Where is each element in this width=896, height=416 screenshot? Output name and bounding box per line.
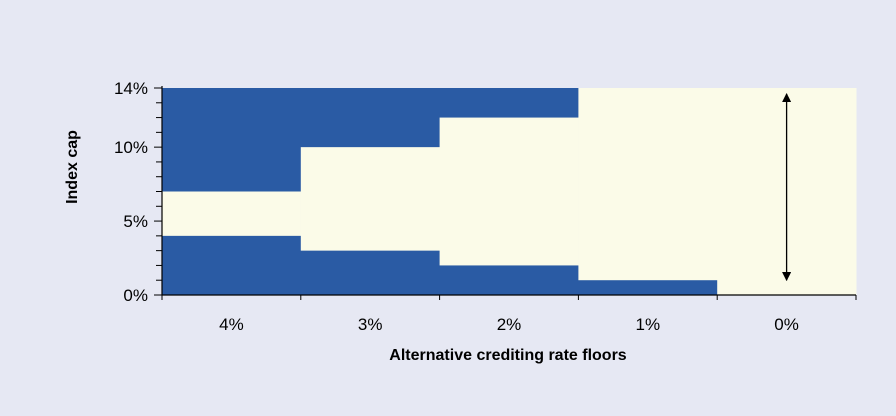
x-tick-label: 2% — [497, 315, 522, 334]
y-tick-label: 5% — [123, 212, 148, 231]
x-axis-label: Alternative crediting rate floors — [389, 347, 626, 364]
x-tick-label: 3% — [358, 315, 383, 334]
y-axis-label: Index cap — [64, 130, 81, 204]
region-4pct — [162, 191, 302, 236]
x-tick-label: 1% — [636, 315, 661, 334]
y-tick-label: 10% — [114, 138, 148, 157]
x-tick-label: 4% — [219, 315, 244, 334]
region-3pct — [300, 147, 441, 251]
plot-area — [162, 88, 857, 295]
region-2pct — [439, 117, 579, 266]
x-tick-label: 0% — [774, 315, 799, 334]
y-tick-label: 0% — [123, 286, 148, 305]
axes: 0% 5% 10% 14% 4% 3% 2% 1% 0% — [114, 79, 857, 334]
y-tick-label: 14% — [114, 79, 148, 98]
region-1pct — [578, 88, 718, 281]
